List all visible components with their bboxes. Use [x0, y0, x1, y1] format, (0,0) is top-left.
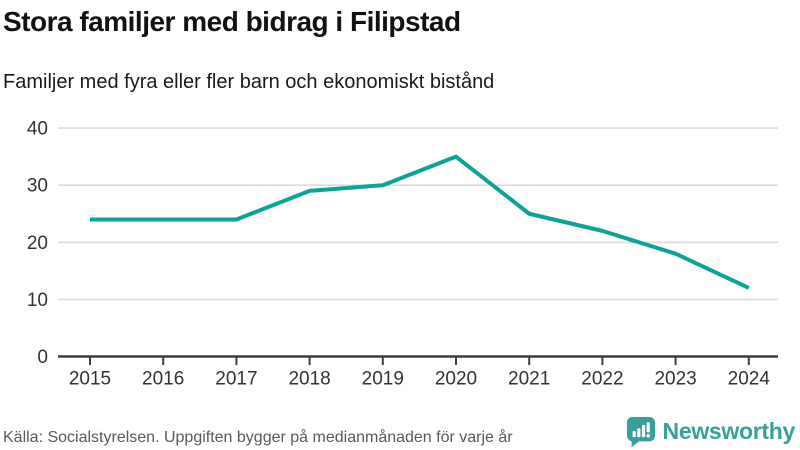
x-axis-tick-label: 2018	[288, 369, 330, 390]
x-axis-tick-label: 2015	[69, 369, 111, 390]
y-axis-tick-label: 0	[37, 347, 48, 368]
y-axis-tick-label: 10	[27, 290, 48, 311]
y-axis-tick-label: 40	[27, 119, 48, 140]
x-axis-tick-label: 2016	[142, 369, 184, 390]
x-axis-tick-label: 2023	[654, 369, 696, 390]
x-axis-tick-label: 2020	[435, 369, 477, 390]
chart-subtitle: Familjer med fyra eller fler barn och ek…	[3, 71, 495, 93]
y-axis-tick-label: 30	[27, 176, 48, 197]
source-note: Källa: Socialstyrelsen. Uppgiften bygger…	[3, 429, 513, 446]
x-axis-tick-label: 2022	[581, 369, 623, 390]
x-axis-tick-label: 2021	[508, 369, 550, 390]
newsworthy-logo-icon	[626, 416, 655, 447]
newsworthy-logo-text: Newsworthy	[662, 418, 796, 444]
x-axis-tick-label: 2017	[215, 369, 257, 390]
x-axis-tick-label: 2024	[728, 369, 771, 390]
data-line-series	[90, 154, 750, 290]
chart-title: Stora familjer med bidrag i Filipstad	[3, 6, 461, 37]
y-axis-tick-label: 20	[27, 233, 48, 254]
x-axis-tick-label: 2019	[362, 369, 404, 390]
newsworthy-logo: Newsworthy	[626, 416, 795, 447]
line-chart-plot: 0 10 20 30 40 2015 2016 2017 2018 2019 2020 2021 202…	[27, 119, 778, 390]
